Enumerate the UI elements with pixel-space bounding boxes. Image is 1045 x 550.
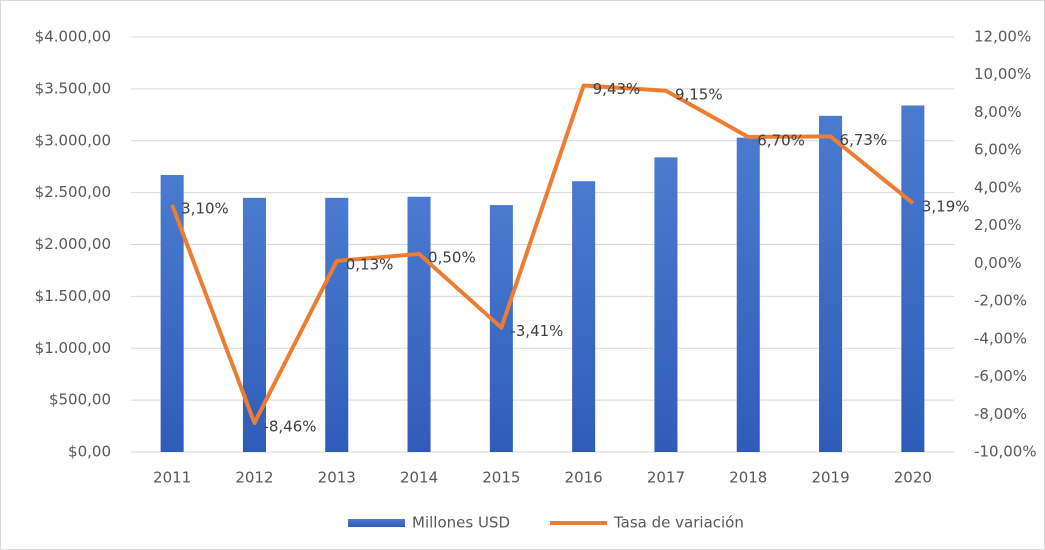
data-label: -3,41%	[510, 322, 563, 340]
bar	[407, 196, 431, 452]
data-label: -8,46%	[263, 417, 316, 435]
y-tick-label: $1.000,00	[35, 339, 111, 357]
y2-tick-label: 8,00%	[974, 103, 1022, 121]
x-tick-label: 2020	[894, 469, 932, 487]
y-tick-label: $2.500,00	[35, 183, 111, 201]
x-tick-label: 2012	[235, 469, 273, 487]
y-tick-label: $0,00	[68, 443, 111, 461]
bar	[654, 157, 678, 452]
y2-tick-label: 12,00%	[974, 28, 1031, 46]
y-tick-label: $500,00	[49, 391, 111, 409]
line	[170, 83, 915, 425]
bar	[160, 174, 184, 453]
x-tick-label: 2011	[153, 469, 191, 487]
bar	[901, 105, 925, 452]
bar	[819, 115, 843, 452]
y-tick-label: $3.500,00	[35, 79, 111, 97]
x-tick-label: 2014	[400, 469, 438, 487]
data-label: 3,10%	[181, 199, 229, 217]
legend-label: Millones USD	[412, 514, 510, 532]
x-tick-label: 2017	[647, 469, 685, 487]
y2-tick-label: 0,00%	[974, 254, 1022, 272]
y2-tick-label: 6,00%	[974, 141, 1022, 159]
bar	[242, 197, 266, 452]
y-tick-label: $2.000,00	[35, 235, 111, 253]
y2-tick-label: -2,00%	[974, 292, 1027, 310]
y2-tick-label: -6,00%	[974, 367, 1027, 385]
data-label: 0,13%	[346, 255, 394, 273]
y2-tick-label: 2,00%	[974, 216, 1022, 234]
data-label: 9,15%	[675, 85, 723, 103]
x-tick-label: 2013	[318, 469, 356, 487]
x-tick-label: 2018	[729, 469, 767, 487]
y-tick-label: $1.500,00	[35, 287, 111, 305]
data-label: 0,50%	[428, 248, 476, 266]
y2-tick-label: -8,00%	[974, 405, 1027, 423]
x-tick-label: 2019	[811, 469, 849, 487]
y2-tick-label: 4,00%	[974, 178, 1022, 196]
data-label: 6,73%	[840, 131, 888, 149]
y-tick-label: $4.000,00	[35, 28, 111, 46]
bar	[572, 181, 596, 452]
x-tick-label: 2015	[482, 469, 520, 487]
data-label: 6,70%	[757, 131, 805, 149]
legend-swatch	[348, 519, 405, 527]
data-label: 3,19%	[922, 198, 970, 216]
data-label: 9,43%	[593, 80, 641, 98]
y2-tick-label: -4,00%	[974, 329, 1027, 347]
x-tick-label: 2016	[565, 469, 603, 487]
bar	[736, 137, 760, 452]
legend-label: Tasa de variación	[613, 514, 744, 532]
bar	[325, 197, 349, 452]
y2-tick-label: 10,00%	[974, 65, 1031, 83]
y2-tick-label: -10,00%	[974, 443, 1037, 461]
y-tick-label: $3.000,00	[35, 131, 111, 149]
